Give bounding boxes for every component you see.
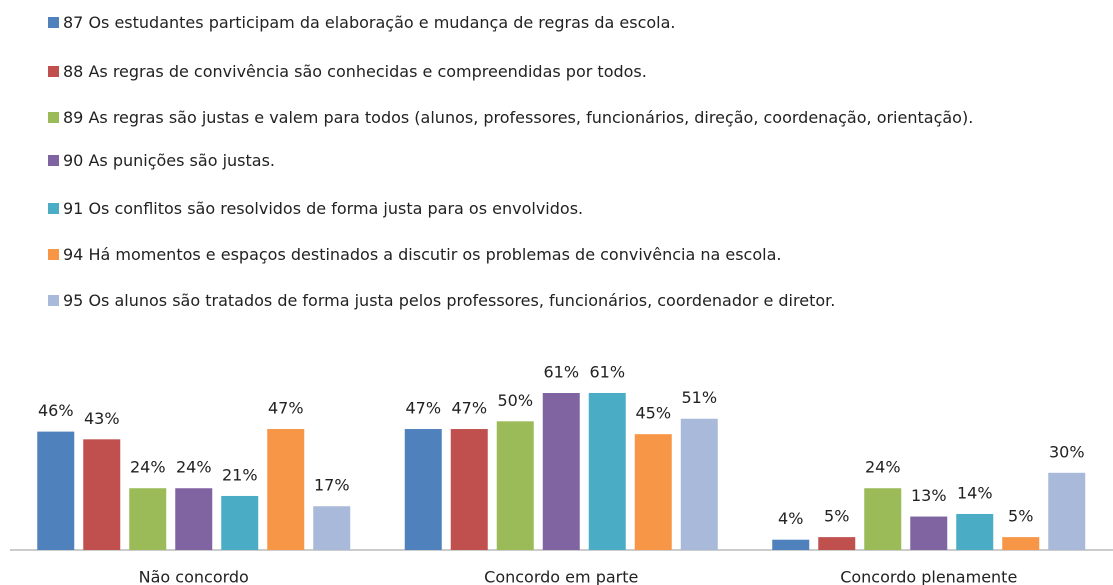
bar	[956, 513, 994, 550]
bar	[634, 434, 672, 550]
value-label: 30%	[1049, 442, 1085, 461]
legend-item: 91 Os conflitos são resolvidos de forma …	[48, 198, 1078, 219]
legend-label: 91 Os conflitos são resolvidos de forma …	[63, 199, 584, 218]
legend-item: 89 As regras são justas e valem para tod…	[48, 107, 1078, 128]
value-label: 14%	[957, 483, 993, 502]
legend-label: 90 As punições são justas.	[63, 151, 275, 170]
value-label: 21%	[222, 465, 258, 484]
legend-swatch	[48, 295, 59, 306]
legend-label: 88 As regras de convivência são conhecid…	[63, 62, 647, 81]
legend-label: 87 Os estudantes participam da elaboraçã…	[63, 13, 676, 32]
legend-item: 90 As punições são justas.	[48, 150, 1078, 171]
bar	[864, 488, 902, 550]
bar	[175, 488, 213, 550]
value-label: 47%	[451, 399, 487, 418]
x-tick-label: Não concordo	[139, 568, 249, 585]
legend-item: 88 As regras de convivência são conhecid…	[48, 61, 1078, 82]
bar	[910, 516, 948, 550]
bar	[1048, 472, 1086, 550]
legend-label: 95 Os alunos são tratados de forma justa…	[63, 291, 836, 310]
bar	[129, 488, 167, 550]
bar	[404, 429, 442, 550]
legend-swatch	[48, 155, 59, 166]
bar	[450, 429, 488, 550]
value-label: 45%	[635, 404, 671, 423]
bar	[37, 431, 75, 550]
bar	[313, 506, 351, 550]
value-label: 61%	[543, 363, 579, 382]
legend-item: 94 Há momentos e espaços destinados a di…	[48, 244, 1078, 265]
bar	[542, 393, 580, 550]
value-label: 46%	[38, 401, 74, 420]
legend-item: 95 Os alunos são tratados de forma justa…	[48, 290, 1078, 311]
value-label: 17%	[314, 476, 350, 495]
value-label: 51%	[681, 388, 717, 407]
value-label: 61%	[589, 363, 625, 382]
legend-swatch	[48, 17, 59, 28]
value-label: 5%	[824, 507, 849, 526]
legend-label: 89 As regras são justas e valem para tod…	[63, 108, 974, 127]
legend-item: 87 Os estudantes participam da elaboraçã…	[48, 12, 1078, 33]
value-label: 5%	[1008, 507, 1033, 526]
value-label: 13%	[911, 486, 947, 505]
legend-label: 94 Há momentos e espaços destinados a di…	[63, 245, 782, 264]
bar	[588, 393, 626, 550]
value-label: 47%	[268, 399, 304, 418]
x-tick-label: Concordo em parte	[484, 568, 638, 585]
legend-swatch	[48, 112, 59, 123]
value-label: 43%	[84, 409, 120, 428]
bar	[496, 421, 534, 550]
value-label: 24%	[865, 458, 901, 477]
bar	[818, 537, 856, 550]
value-label: 24%	[176, 458, 212, 477]
bar	[83, 439, 121, 550]
value-label: 24%	[130, 458, 166, 477]
legend-swatch	[48, 249, 59, 260]
legend-swatch	[48, 66, 59, 77]
value-label: 47%	[405, 399, 441, 418]
bar	[221, 495, 259, 550]
value-label: 4%	[778, 509, 803, 528]
legend-swatch	[48, 203, 59, 214]
value-label: 50%	[497, 391, 533, 410]
bar	[1002, 537, 1040, 550]
bar	[680, 418, 718, 550]
x-tick-label: Concordo plenamente	[840, 568, 1017, 585]
bar	[267, 429, 305, 550]
bar	[772, 539, 810, 550]
